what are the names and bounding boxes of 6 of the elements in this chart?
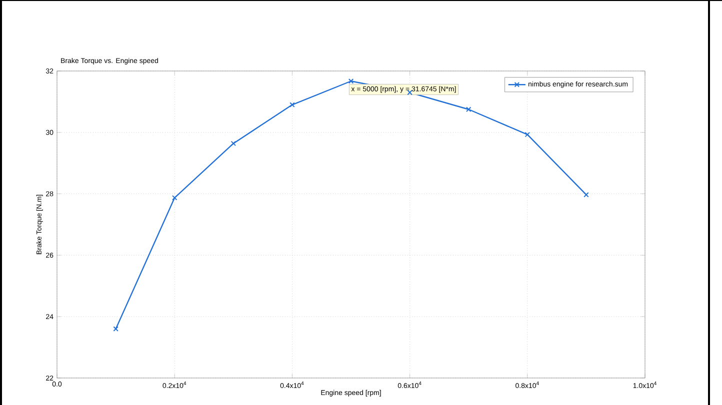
point [290, 102, 295, 108]
point [524, 132, 530, 138]
point [466, 106, 472, 112]
point [230, 140, 236, 146]
point [172, 195, 178, 200]
point [348, 78, 354, 84]
